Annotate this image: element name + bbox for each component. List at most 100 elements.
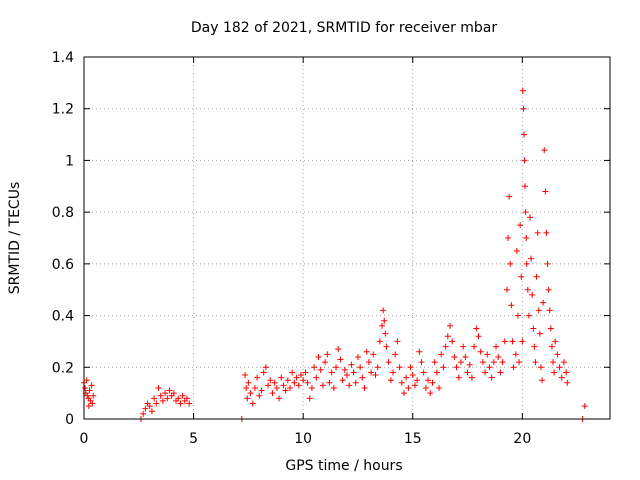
- data-point: [295, 382, 302, 389]
- data-point: [540, 299, 547, 306]
- data-point: [151, 395, 158, 402]
- data-point: [282, 387, 289, 394]
- data-point: [273, 384, 280, 391]
- data-point: [505, 235, 512, 241]
- data-point: [155, 384, 162, 391]
- data-point: [539, 377, 546, 384]
- data-point: [297, 372, 304, 379]
- data-point: [86, 387, 93, 394]
- data-point: [341, 366, 348, 373]
- data-point: [440, 364, 447, 371]
- data-point: [541, 147, 548, 154]
- data-point: [396, 364, 403, 371]
- data-point: [532, 359, 539, 366]
- data-point: [546, 307, 553, 314]
- data-point: [519, 87, 526, 94]
- data-point: [247, 390, 254, 397]
- data-point: [335, 346, 342, 353]
- data-point: [344, 372, 350, 379]
- y-tick-label: 0: [65, 412, 74, 428]
- data-point: [157, 392, 164, 399]
- data-point: [359, 374, 366, 381]
- data-point: [328, 369, 335, 376]
- data-point: [350, 369, 357, 376]
- x-tick-label: 20: [513, 431, 531, 447]
- x-tick-label: 15: [404, 431, 422, 447]
- data-point: [442, 343, 449, 350]
- data-point: [482, 369, 489, 376]
- data-point: [256, 392, 263, 399]
- data-point: [514, 312, 521, 319]
- data-point: [536, 330, 543, 337]
- data-point: [88, 382, 95, 389]
- y-tick-label: 0.6: [52, 257, 74, 273]
- data-point: [521, 183, 528, 190]
- y-tick-label: 1.4: [52, 50, 74, 66]
- data-point: [524, 286, 531, 293]
- data-point: [258, 387, 265, 394]
- data-point: [464, 369, 471, 376]
- data-point: [453, 364, 460, 371]
- data-point: [512, 351, 519, 358]
- data-point: [166, 387, 173, 394]
- data-point: [381, 317, 388, 324]
- data-point: [519, 338, 526, 345]
- data-point: [508, 302, 515, 309]
- data-point: [379, 322, 386, 329]
- data-point: [581, 403, 588, 410]
- data-point: [278, 374, 285, 381]
- data-point: [287, 384, 294, 391]
- data-point: [162, 390, 169, 397]
- chart-title: Day 182 of 2021, SRMTID for receiver mba…: [191, 20, 498, 36]
- data-point: [521, 157, 528, 164]
- data-point: [348, 361, 355, 368]
- data-point: [184, 395, 191, 402]
- data-point: [302, 369, 309, 376]
- data-point: [242, 372, 249, 379]
- plot-frame: [83, 56, 611, 420]
- data-point: [398, 379, 405, 386]
- data-point: [84, 392, 91, 399]
- data-point: [289, 369, 296, 376]
- data-point: [477, 348, 484, 355]
- data-point: [90, 392, 97, 399]
- data-point: [471, 343, 478, 350]
- data-point: [390, 369, 397, 376]
- data-point: [311, 364, 318, 371]
- data-point: [376, 338, 383, 345]
- data-point: [82, 384, 89, 391]
- data-point: [306, 395, 313, 402]
- data-point: [466, 361, 473, 368]
- data-point: [425, 377, 432, 384]
- y-tick-label: 0.8: [52, 205, 74, 221]
- data-point: [516, 359, 523, 366]
- data-point: [352, 379, 359, 386]
- grid-lines: [84, 57, 610, 419]
- data-point: [260, 369, 267, 376]
- data-point: [475, 333, 482, 340]
- data-point: [486, 364, 493, 371]
- data-point: [488, 374, 495, 381]
- data-point: [520, 105, 527, 112]
- data-point: [249, 400, 256, 407]
- data-point: [548, 343, 555, 350]
- data-point: [365, 359, 372, 366]
- data-point: [271, 379, 278, 386]
- data-point: [490, 359, 497, 366]
- data-point: [387, 377, 394, 384]
- data-point: [554, 351, 561, 358]
- data-point: [244, 395, 251, 402]
- data-point: [499, 359, 506, 366]
- data-point: [265, 382, 272, 389]
- data-point: [177, 400, 184, 407]
- data-point: [473, 325, 480, 332]
- data-point: [550, 359, 557, 366]
- y-tick-label: 1.2: [52, 102, 74, 118]
- data-point: [363, 348, 370, 355]
- data-point: [530, 325, 537, 332]
- data-point: [537, 364, 544, 371]
- data-point: [533, 273, 540, 280]
- data-point: [85, 403, 92, 410]
- data-point: [179, 392, 186, 399]
- data-point: [280, 382, 287, 389]
